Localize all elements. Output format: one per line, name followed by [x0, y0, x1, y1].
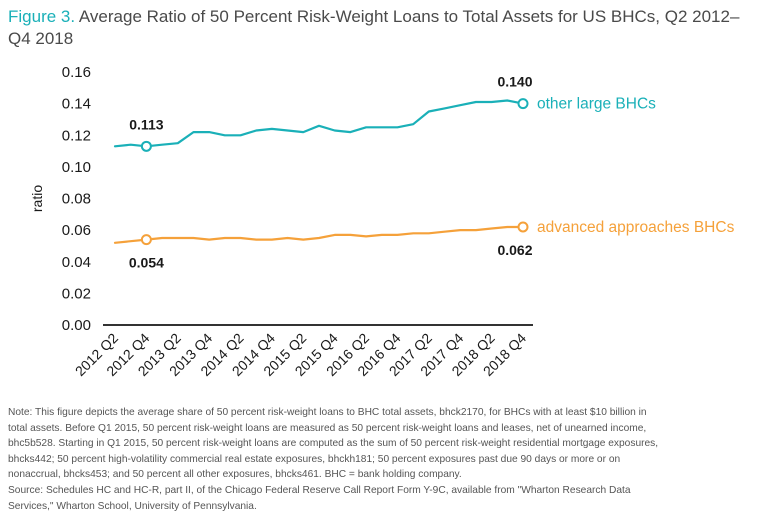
- y-tick-label: 0.14: [62, 96, 91, 113]
- y-axis-label: ratio: [29, 185, 45, 212]
- figure-title-text: Average Ratio of 50 Percent Risk-Weight …: [8, 7, 740, 48]
- chart-area: 0.16 0.14 0.12 0.10 0.08 0.06 0.04 0.02 0.00 rati…: [0, 52, 764, 404]
- data-label: 0.062: [497, 242, 532, 258]
- chart-title: Figure 3. Average Ratio of 50 Percent Ri…: [8, 6, 760, 50]
- series-label: other large BHCs: [537, 96, 656, 113]
- line-chart: 0.16 0.14 0.12 0.10 0.08 0.06 0.04 0.02 0.00 rati…: [29, 64, 735, 379]
- source-line: Source: Schedules HC and HC-R, part II, …: [8, 484, 631, 496]
- data-label: 0.140: [497, 74, 532, 90]
- chart-note: Note: This figure depicts the average sh…: [8, 405, 758, 514]
- y-tick-label: 0.16: [62, 64, 91, 81]
- y-tick-label: 0.10: [62, 159, 91, 176]
- data-point-marker: [140, 140, 152, 152]
- note-line: bhcks442; 50 percent high-volatility com…: [8, 453, 621, 465]
- y-tick-label: 0.02: [62, 285, 91, 302]
- note-line: Note: This figure depicts the average sh…: [8, 407, 647, 418]
- y-tick-label: 0.08: [62, 191, 91, 208]
- note-line: total assets. Before Q1 2015, 50 percent…: [8, 422, 647, 434]
- data-label: 0.054: [129, 255, 164, 271]
- figure-label: Figure 3.: [8, 7, 76, 26]
- y-tick-label: 0.00: [62, 317, 91, 334]
- y-tick-label: 0.12: [62, 127, 91, 144]
- y-tick-label: 0.06: [62, 222, 91, 239]
- series-line: [113, 225, 525, 244]
- data-label: 0.113: [129, 116, 163, 132]
- source-line: Services," Wharton School, University of…: [8, 500, 257, 512]
- data-point-marker: [517, 98, 529, 110]
- note-line: nonaccrual, bhcks453; and 50 percent all…: [8, 469, 462, 481]
- series-line: [113, 99, 525, 148]
- y-tick-label: 0.04: [62, 254, 91, 271]
- data-point-marker: [140, 234, 152, 246]
- series-label: advanced approaches BHCs: [537, 219, 735, 236]
- data-point-marker: [517, 221, 529, 233]
- note-line: bhc5b528. Starting in Q1 2015, 50 percen…: [8, 438, 659, 450]
